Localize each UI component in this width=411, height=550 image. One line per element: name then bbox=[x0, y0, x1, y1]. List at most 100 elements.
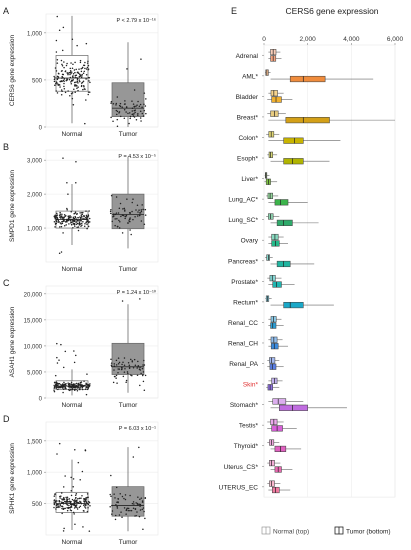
data-point bbox=[139, 110, 142, 112]
row-esoph: Esoph* bbox=[237, 151, 330, 165]
data-point bbox=[57, 219, 60, 222]
tumor-box bbox=[272, 486, 280, 494]
left-panels: A 0 500 1,000 CERS6 gene expression P < 2.79 … bbox=[3, 6, 159, 546]
data-point bbox=[140, 210, 143, 213]
data-point bbox=[89, 81, 91, 84]
data-point bbox=[72, 63, 74, 66]
y-tick-label: 500 bbox=[32, 502, 43, 508]
data-point bbox=[82, 88, 84, 91]
data-point bbox=[60, 502, 63, 504]
data-point bbox=[75, 354, 77, 357]
data-point bbox=[137, 366, 139, 368]
data-point bbox=[141, 508, 144, 511]
data-point bbox=[75, 388, 77, 390]
data-point bbox=[75, 382, 78, 385]
data-point bbox=[128, 364, 131, 366]
data-point bbox=[73, 217, 76, 220]
data-point bbox=[144, 208, 147, 211]
data-point bbox=[61, 512, 63, 515]
data-point bbox=[68, 382, 71, 385]
data-point bbox=[79, 61, 82, 64]
y-tick-label: 0 bbox=[39, 397, 43, 403]
data-point bbox=[77, 72, 80, 74]
data-point bbox=[66, 496, 69, 498]
p-value-label: P < 2.79 x 10⁻¹⁶ bbox=[117, 17, 156, 24]
data-point bbox=[59, 386, 62, 389]
data-point bbox=[134, 515, 136, 517]
data-point bbox=[56, 78, 59, 81]
data-point bbox=[141, 204, 143, 206]
data-point bbox=[61, 70, 63, 72]
data-point bbox=[59, 226, 61, 228]
data-point bbox=[129, 115, 132, 118]
data-point bbox=[127, 509, 129, 512]
data-point bbox=[59, 213, 61, 215]
data-point bbox=[133, 112, 135, 115]
data-point bbox=[116, 501, 118, 504]
data-point bbox=[85, 74, 88, 76]
panel-label: E bbox=[231, 6, 237, 16]
category-label: Renal_PA bbox=[229, 361, 258, 368]
data-point bbox=[81, 386, 84, 388]
data-point bbox=[73, 81, 76, 84]
row-testis: Testis* bbox=[239, 418, 297, 432]
data-point bbox=[141, 112, 144, 115]
x-tick-label: 0 bbox=[262, 36, 266, 43]
data-point bbox=[59, 211, 61, 214]
data-point bbox=[53, 499, 56, 501]
data-point bbox=[74, 449, 76, 451]
data-point bbox=[123, 207, 126, 210]
data-point bbox=[68, 388, 70, 391]
data-point bbox=[124, 494, 127, 496]
data-point bbox=[116, 218, 118, 220]
p-value-label: P = 6.03 x 10⁻¹ bbox=[119, 426, 156, 432]
data-point bbox=[66, 78, 69, 81]
data-point bbox=[86, 223, 88, 225]
data-point bbox=[56, 59, 59, 61]
data-point bbox=[75, 218, 78, 220]
data-point bbox=[117, 362, 120, 365]
data-point bbox=[119, 115, 122, 118]
data-point bbox=[83, 225, 86, 228]
data-point bbox=[114, 514, 117, 517]
data-point bbox=[119, 493, 121, 495]
data-point bbox=[53, 80, 56, 83]
data-point bbox=[74, 497, 77, 499]
x-tick-label: Normal bbox=[62, 131, 84, 138]
data-point bbox=[87, 502, 89, 505]
data-point bbox=[137, 360, 139, 363]
data-point bbox=[120, 511, 122, 513]
data-point bbox=[56, 212, 58, 215]
data-point bbox=[78, 79, 81, 81]
data-point bbox=[132, 501, 135, 503]
data-point bbox=[110, 100, 113, 103]
data-point bbox=[123, 497, 125, 500]
data-point bbox=[86, 227, 88, 230]
data-point bbox=[113, 363, 116, 365]
row-breast: Breast* bbox=[237, 110, 395, 124]
data-point bbox=[85, 382, 87, 384]
data-point bbox=[75, 68, 77, 71]
data-point bbox=[67, 90, 69, 92]
data-point bbox=[88, 76, 91, 79]
data-point bbox=[133, 109, 136, 112]
data-point bbox=[77, 216, 79, 219]
data-point bbox=[132, 115, 135, 117]
data-point bbox=[59, 216, 61, 218]
data-point bbox=[74, 219, 76, 221]
data-point bbox=[80, 212, 83, 214]
data-point bbox=[118, 514, 121, 516]
data-point bbox=[133, 116, 136, 118]
data-point bbox=[54, 216, 56, 219]
data-point bbox=[63, 61, 65, 63]
data-point bbox=[53, 389, 55, 391]
data-point bbox=[56, 504, 59, 506]
data-point bbox=[60, 383, 62, 386]
data-point bbox=[55, 501, 57, 504]
category-label: Lung_SC* bbox=[228, 217, 258, 224]
data-point bbox=[70, 62, 72, 64]
row-pancreas: Pancreas* bbox=[228, 254, 315, 268]
data-point bbox=[60, 251, 63, 253]
data-point bbox=[66, 506, 68, 509]
data-point bbox=[88, 221, 91, 223]
